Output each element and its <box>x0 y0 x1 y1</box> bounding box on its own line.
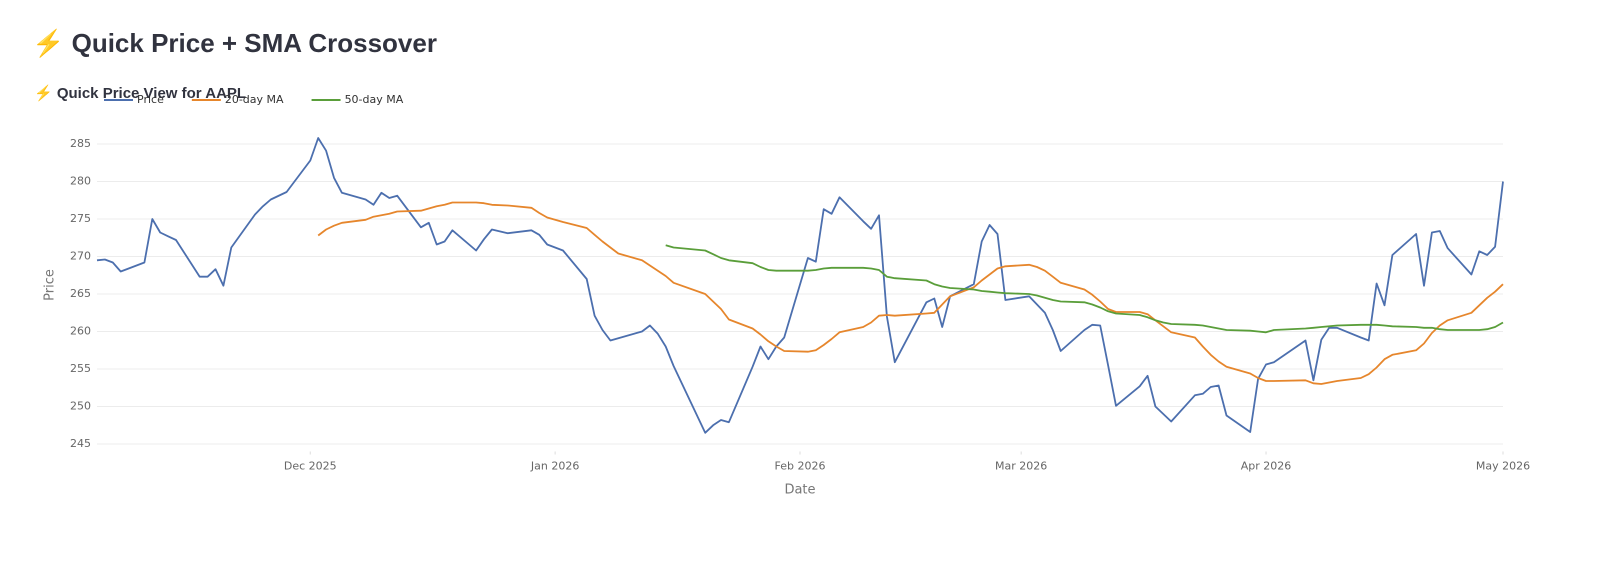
x-tick-label: Apr 2026 <box>1241 460 1292 473</box>
legend-label: 50-day MA <box>345 93 404 106</box>
y-tick-label: 270 <box>70 250 91 263</box>
y-tick-label: 280 <box>70 175 91 188</box>
legend-label: Price <box>137 93 164 106</box>
x-axis-label: Date <box>784 483 815 498</box>
page-title: ⚡ Quick Price + SMA Crossover <box>32 28 437 59</box>
x-tick-label: Dec 2025 <box>284 460 337 473</box>
y-tick-label: 275 <box>70 212 91 225</box>
series-line <box>317 201 1504 385</box>
y-tick-label: 255 <box>70 362 91 375</box>
x-tick-label: Feb 2026 <box>775 460 826 473</box>
y-axis-label: Price <box>43 269 58 301</box>
y-tick-label: 245 <box>70 437 91 450</box>
y-tick-label: 265 <box>70 287 91 300</box>
x-tick-label: Mar 2026 <box>995 460 1047 473</box>
series-line <box>96 137 1504 434</box>
x-tick-label: Jan 2026 <box>530 460 579 473</box>
x-tick-label: May 2026 <box>1476 460 1530 473</box>
section-title: ⚡ Quick Price View for AAPL <box>34 84 246 102</box>
y-tick-label: 285 <box>70 137 91 150</box>
series-line <box>665 244 1504 334</box>
y-tick-label: 250 <box>70 400 91 413</box>
legend-label: 20-day MA <box>225 93 284 106</box>
y-tick-label: 260 <box>70 325 91 338</box>
